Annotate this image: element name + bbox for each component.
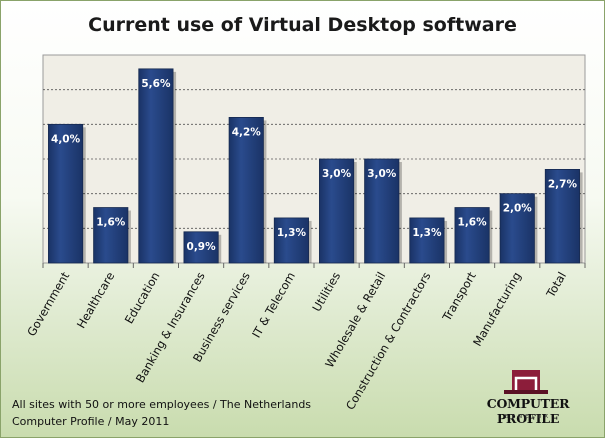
data-label: 1,3% <box>277 227 307 239</box>
bar-6 <box>319 158 355 264</box>
category-label: Healthcare <box>74 270 117 331</box>
logo-text: COMPUTER PROFILE <box>486 396 570 426</box>
footnote-source: Computer Profile / May 2011 <box>12 415 170 428</box>
logo-subtext: BENELUX <box>504 414 552 420</box>
bar-11 <box>544 168 580 264</box>
bar-2 <box>138 68 174 264</box>
bar-1 <box>93 207 129 264</box>
bar-9 <box>454 207 490 264</box>
category-label: IT & Telecom <box>249 270 298 341</box>
category-label: Total <box>543 270 569 301</box>
plot-area <box>42 54 586 264</box>
category-label: Education <box>122 270 163 327</box>
data-label: 0,9% <box>187 241 217 253</box>
bar-7 <box>364 158 400 264</box>
company-logo: COMPUTER PROFILE BENELUX <box>462 368 594 430</box>
bar-3 <box>183 231 219 264</box>
data-label: 1,6% <box>96 217 126 229</box>
data-label: 4,0% <box>51 133 81 145</box>
category-label: Government <box>24 269 72 339</box>
bar-4 <box>228 117 264 264</box>
data-label: 1,6% <box>458 217 488 229</box>
footnote-sample: All sites with 50 or more employees / Th… <box>12 398 312 411</box>
chart-title: Current use of Virtual Desktop software <box>88 14 517 36</box>
data-label: 2,7% <box>548 178 578 190</box>
category-label: Transport <box>439 269 479 324</box>
category-label: Manufacturing <box>470 270 524 349</box>
category-label: Construction & Contractors <box>343 269 433 412</box>
bar-5 <box>273 217 309 264</box>
category-label: Utilities <box>309 270 343 314</box>
bar-0 <box>48 123 84 264</box>
bar-10 <box>499 193 535 264</box>
data-label: 4,2% <box>232 126 262 138</box>
data-label: 3,0% <box>322 168 352 180</box>
data-label: 3,0% <box>367 168 397 180</box>
data-label: 1,3% <box>412 227 442 239</box>
data-label: 2,0% <box>503 203 533 215</box>
logo-mark-icon <box>504 370 548 394</box>
bar-8 <box>409 217 445 264</box>
data-label: 5,6% <box>141 78 171 90</box>
